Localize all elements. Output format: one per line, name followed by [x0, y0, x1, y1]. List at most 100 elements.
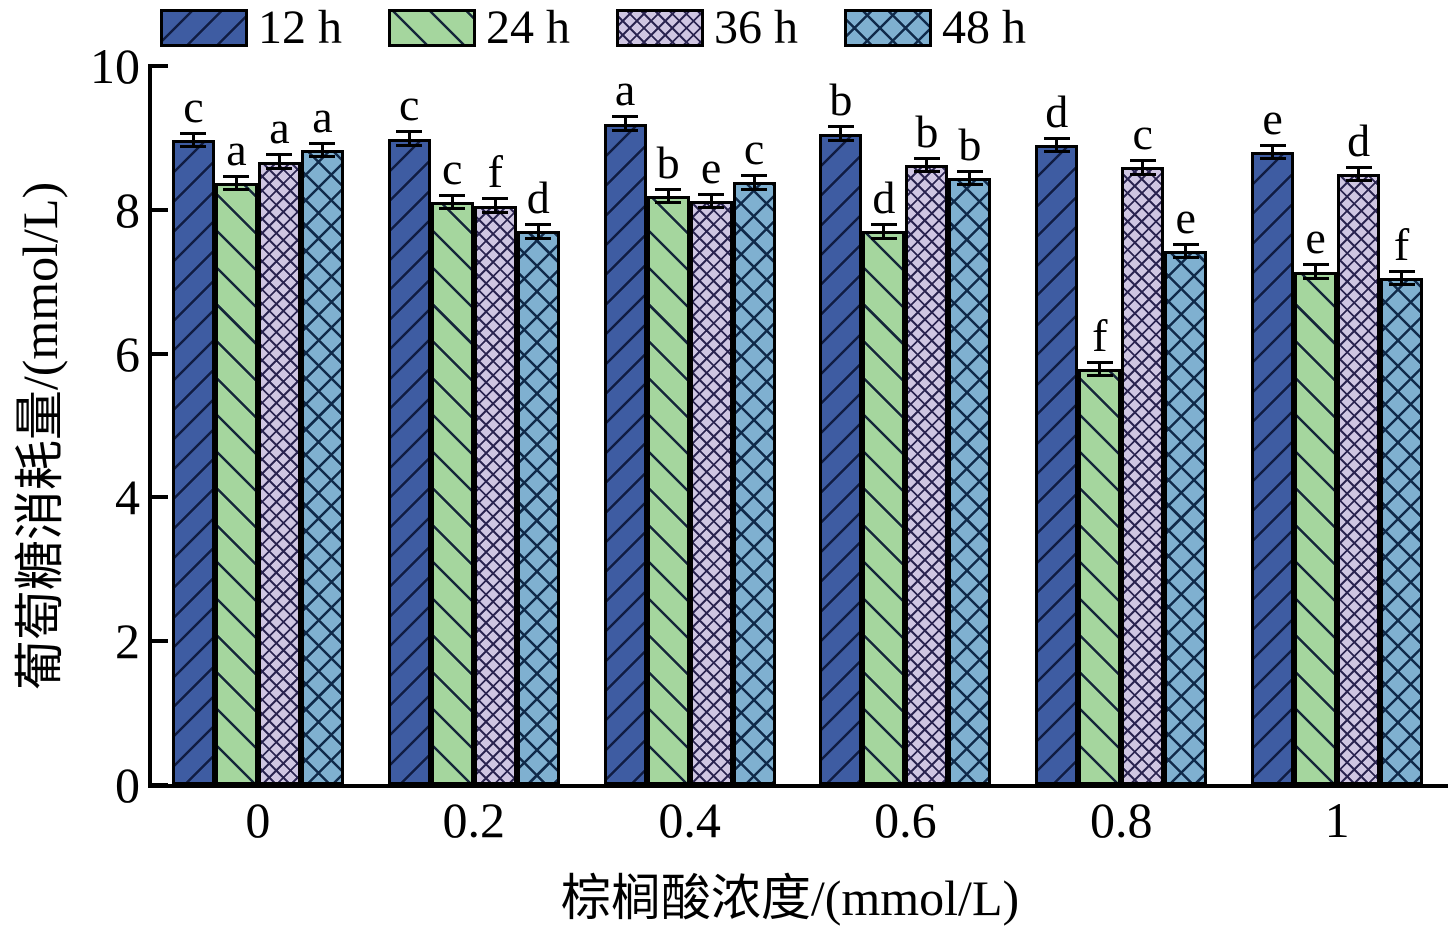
error-bar-cap-top: [741, 174, 768, 178]
error-bar-cap-bottom: [266, 166, 293, 170]
bar-48h-group-3: [948, 178, 992, 785]
error-bar-stem: [1400, 270, 1404, 286]
error-bar-cap-bottom: [180, 145, 207, 149]
significance-letter: c: [399, 79, 420, 131]
bar-36h-group-1: [473, 205, 517, 785]
legend-label: 48 h: [942, 1, 1026, 54]
error-bar-cap-top: [1302, 263, 1329, 267]
error-bar-stem: [1184, 243, 1188, 258]
error-bar-cap-top: [612, 115, 639, 119]
error-bar-stem: [450, 194, 454, 210]
error-bar-cap-bottom: [1086, 373, 1113, 377]
error-bar-cap-bottom: [913, 170, 940, 174]
error-bar-cap-top: [525, 223, 552, 227]
legend-item-48h: 48 h: [844, 4, 1026, 52]
significance-letter: b: [829, 74, 853, 126]
y-tick-mark: [152, 783, 168, 787]
error-bar-stem: [623, 116, 627, 131]
significance-letter: e: [1262, 93, 1283, 145]
bar-48h-group-0: [300, 150, 344, 785]
error-bar-stem: [1314, 264, 1318, 279]
bar-24h-group-5: [1294, 271, 1338, 785]
significance-letter: c: [183, 80, 204, 132]
error-bar-cap-bottom: [439, 207, 466, 211]
bar-48h-group-2: [732, 182, 776, 785]
bar-12h-group-2: [603, 123, 647, 785]
error-bar-cap-bottom: [525, 236, 552, 240]
significance-letter: d: [1347, 114, 1371, 166]
error-bar-stem: [1271, 145, 1275, 160]
significance-letter: c: [442, 142, 463, 194]
bar-36h-group-4: [1121, 167, 1165, 785]
error-bar-cap-top: [482, 197, 509, 201]
error-bar-cap-bottom: [698, 206, 725, 210]
error-bar-cap-bottom: [1172, 255, 1199, 259]
legend-label: 24 h: [486, 1, 570, 54]
bar-48h-group-4: [1164, 250, 1208, 785]
error-bar-cap-bottom: [870, 236, 897, 240]
error-bar-cap-bottom: [482, 210, 509, 214]
error-bar-cap-bottom: [655, 201, 682, 205]
y-tick-mark: [152, 351, 168, 356]
significance-letter: b: [656, 136, 680, 188]
error-bar-cap-bottom: [956, 183, 983, 187]
significance-letter: f: [1092, 309, 1108, 361]
x-tick-label: 0.6: [874, 792, 937, 848]
error-bar-cap-bottom: [612, 128, 639, 132]
error-bar-cap-bottom: [827, 138, 854, 142]
error-bar-stem: [277, 154, 281, 169]
error-bar-stem: [882, 224, 886, 239]
bar-36h-group-0: [257, 161, 301, 785]
error-bar-stem: [839, 126, 843, 141]
error-bar-stem: [1098, 361, 1102, 376]
bar-12h-group-3: [819, 133, 863, 785]
error-bar-cap-top: [266, 153, 293, 157]
error-bar-cap-top: [309, 141, 336, 145]
error-bar-cap-top: [827, 125, 854, 129]
error-bar-cap-bottom: [1388, 283, 1415, 287]
error-bar-stem: [407, 131, 411, 146]
y-tick-label: 8: [115, 181, 140, 238]
error-bar-cap-top: [396, 130, 423, 134]
legend-swatch-icon: [388, 9, 476, 47]
x-tick-label: 1: [1324, 792, 1350, 848]
error-bar-cap-top: [223, 175, 250, 179]
error-bar-stem: [709, 194, 713, 209]
error-bar-stem: [493, 198, 497, 213]
error-bar-cap-bottom: [223, 188, 250, 192]
y-tick-label: 6: [115, 325, 140, 382]
bar-36h-group-5: [1337, 173, 1381, 785]
error-bar-cap-bottom: [396, 143, 423, 147]
legend-swatch-icon: [160, 9, 248, 47]
error-bar-cap-bottom: [309, 155, 336, 159]
y-tick-mark: [152, 64, 168, 68]
error-bar-stem: [925, 158, 929, 173]
error-bar-cap-top: [956, 169, 983, 173]
bar-24h-group-0: [214, 183, 258, 785]
error-bar-stem: [191, 132, 195, 148]
significance-letter: e: [700, 141, 722, 193]
error-bar-cap-bottom: [1043, 150, 1070, 154]
error-bar-stem: [1357, 166, 1361, 182]
error-bar-cap-top: [1172, 242, 1199, 246]
error-bar-cap-top: [1043, 136, 1070, 140]
error-bar-cap-bottom: [1259, 157, 1286, 161]
y-tick-label: 10: [90, 38, 140, 94]
y-tick-label: 2: [115, 613, 140, 670]
bar-12h-group-1: [387, 138, 431, 785]
legend-label: 12 h: [258, 1, 342, 54]
error-bar-cap-top: [698, 192, 725, 196]
significance-letter: b: [915, 106, 939, 158]
x-axis-title: 棕榈酸浓度/(mmol/L): [560, 870, 1020, 926]
bar-48h-group-5: [1380, 278, 1424, 785]
legend-item-12h: 12 h: [160, 4, 342, 52]
error-bar-cap-top: [655, 187, 682, 191]
significance-letter: d: [1045, 85, 1069, 137]
error-bar-cap-top: [1345, 165, 1372, 169]
significance-letter: e: [1305, 212, 1326, 264]
error-bar-cap-top: [1129, 159, 1156, 163]
x-tick-label: 0: [245, 792, 271, 848]
x-tick-label: 0.2: [442, 792, 506, 848]
bar-48h-group-1: [516, 231, 560, 785]
bar-24h-group-2: [646, 196, 690, 785]
